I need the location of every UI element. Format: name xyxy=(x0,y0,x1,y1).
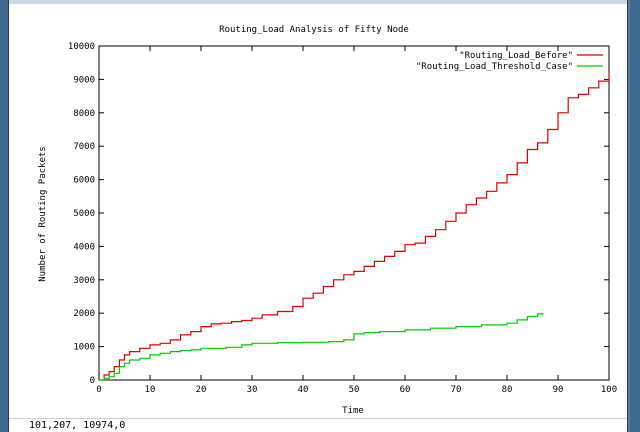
y-tick-label: 0 xyxy=(90,376,95,386)
y-tick-label: 5000 xyxy=(73,209,95,219)
series-layer xyxy=(99,72,610,381)
series-line-routing-load-before xyxy=(99,72,610,381)
routing-load-chart[interactable]: Routing_Load Analysis of Fifty Node Numb… xyxy=(9,0,629,418)
x-tick-label: 40 xyxy=(298,385,309,395)
y-tick-label: 1000 xyxy=(73,343,95,353)
x-tick-label: 20 xyxy=(196,385,207,395)
y-tick-label: 2000 xyxy=(73,309,95,319)
x-tick-label: 70 xyxy=(451,385,462,395)
y-tick-label: 8000 xyxy=(73,109,95,119)
titlebar-strip xyxy=(9,0,627,4)
y-tick-label: 10000 xyxy=(68,42,95,52)
x-tick-label: 100 xyxy=(601,385,617,395)
legend-label: "Routing_Load_Threshold_Case" xyxy=(416,62,573,72)
cursor-coordinates: 101,207, 10974,0 xyxy=(29,420,126,431)
y-tick-label: 4000 xyxy=(73,242,95,252)
plot-area xyxy=(98,45,610,381)
y-axis-label: Number of Routing Packets xyxy=(38,146,48,281)
x-tick-label: 30 xyxy=(247,385,258,395)
y-tick-label: 6000 xyxy=(73,176,95,186)
x-tick-label: 10 xyxy=(145,385,156,395)
x-tick-label: 50 xyxy=(349,385,360,395)
x-tick-label: 60 xyxy=(400,385,411,395)
y-tick-label: 7000 xyxy=(73,142,95,152)
y-tick-label: 9000 xyxy=(73,75,95,85)
status-bar: 101,207, 10974,0 xyxy=(9,418,627,432)
window-frame-left xyxy=(0,0,8,432)
y-tick-label: 3000 xyxy=(73,276,95,286)
x-tick-label: 90 xyxy=(553,385,564,395)
window-frame-right xyxy=(630,0,640,432)
x-axis-label: Time xyxy=(342,406,364,416)
plot-window: Routing_Load Analysis of Fifty Node Numb… xyxy=(8,0,628,432)
series-line-routing-load-threshold xyxy=(99,313,544,381)
x-tick-label: 0 xyxy=(96,385,101,395)
axis-ticks: 0 10 20 30 40 50 60 70 80 90 100010002000300040005… xyxy=(68,42,617,395)
x-tick-label: 80 xyxy=(502,385,513,395)
chart-title: Routing_Load Analysis of Fifty Node xyxy=(219,25,409,35)
legend: "Routing_Load_Before""Routing_Load_Thres… xyxy=(416,51,603,72)
legend-label: "Routing_Load_Before" xyxy=(459,51,573,61)
